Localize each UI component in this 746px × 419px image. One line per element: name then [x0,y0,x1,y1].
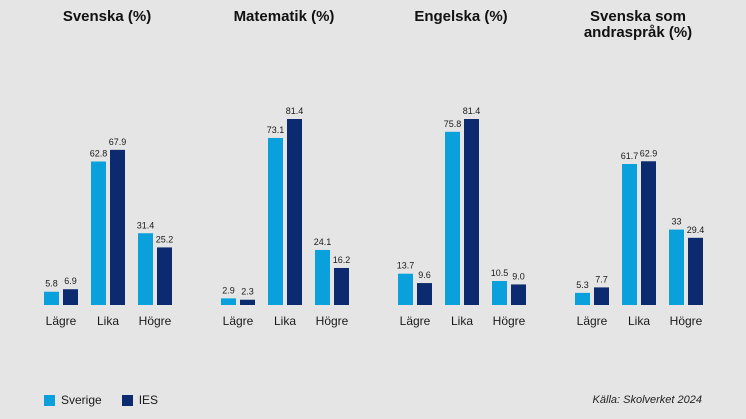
data-label: 75.8 [444,119,462,129]
legend-label-sverige: Sverige [61,393,102,407]
bar-sverige-h-gre [492,281,507,305]
data-label: 31.4 [137,220,155,230]
data-label: 7.7 [595,274,608,284]
bar-sverige-lika [91,161,106,305]
bar-sverige-h-gre [138,233,153,305]
bar-ies-lika [464,119,479,305]
data-label: 9.6 [418,270,431,280]
category-label: Högre [493,314,526,328]
category-label: Lägre [577,314,608,328]
chart-title-line: andraspråk (%) [584,24,692,41]
category-label: Högre [316,314,349,328]
chart-title-line: Engelska (%) [414,8,507,25]
chart-panel-2: Matematik (%) 2.9 2.3 Lägre 73.181.4 Lika 24.1… [221,8,350,328]
bar-sverige-lika [622,164,637,305]
data-label: 29.4 [687,225,705,235]
category-label: Lägre [223,314,254,328]
data-label: 67.9 [109,137,127,147]
data-label: 81.4 [286,106,304,116]
bar-sverige-l-gre [575,292,590,305]
bar-ies-l-gre [417,283,432,305]
category-label: Lägre [46,314,77,328]
bar-ies-h-gre [334,267,349,305]
data-label: 73.1 [267,125,285,135]
chart-panel-3: Engelska (%) 13.79.6 Lägre 75.881.4 Lika 10.5… [397,8,526,328]
data-label: 9.0 [512,271,525,281]
bar-ies-lika [287,119,302,305]
bar-ies-lika [641,161,656,305]
data-label: 61.7 [621,151,639,161]
source-note: Källa: Skolverket 2024 [592,394,702,406]
category-label: Högre [670,314,703,328]
data-label: 2.9 [222,285,235,295]
data-label: 62.9 [640,148,658,158]
data-label: 2.3 [241,287,254,297]
category-label: Lika [97,314,119,328]
bar-sverige-l-gre [221,298,236,305]
bar-sverige-lika [445,131,460,305]
legend-label-ies: IES [138,393,159,407]
category-label: Lika [451,314,473,328]
bar-ies-lika [110,149,125,305]
chart-panel-1: Svenska (%) 5.8 6.9 Lägre 62.867.9 Lika 31.425… [44,8,173,328]
bar-ies-l-gre [63,289,78,305]
data-label: 25.2 [156,234,174,244]
bar-sverige-l-gre [398,273,413,305]
category-label: Lägre [400,314,431,328]
data-label: 33 [671,217,681,227]
chart-title-line: Matematik (%) [234,8,335,25]
category-label: Lika [274,314,296,328]
legend-swatch-sverige [44,394,55,406]
data-label: 6.9 [64,276,77,286]
legend-item-ies: IES [121,393,159,407]
chart-title-line: Svenska (%) [63,8,151,25]
category-label: Högre [139,314,172,328]
data-label: 62.8 [90,149,108,159]
legend-item-sverige: Sverige [44,393,102,407]
bar-ies-l-gre [594,287,609,305]
data-label: 81.4 [463,106,481,116]
bar-sverige-l-gre [44,291,59,305]
bar-ies-h-gre [511,284,526,305]
chart-title-line: Svenska som [590,8,686,25]
bar-ies-h-gre [157,247,172,305]
bar-ies-h-gre [688,237,703,305]
data-label: 24.1 [314,237,332,247]
data-label: 5.8 [45,279,58,289]
legend-swatch-ies [121,394,133,406]
legend: Sverige IES [44,393,178,407]
bar-sverige-h-gre [315,249,330,305]
bar-sverige-lika [268,137,283,305]
bar-ies-l-gre [240,299,255,305]
data-label: 16.2 [333,255,351,265]
data-label: 10.5 [491,268,509,278]
data-label: 5.3 [576,280,589,290]
bar-sverige-h-gre [669,229,684,305]
chart-area: Svenska (%) 5.8 6.9 Lägre 62.867.9 Lika 31.425… [44,8,704,328]
category-label: Lika [628,314,650,328]
data-label: 13.7 [397,261,415,271]
